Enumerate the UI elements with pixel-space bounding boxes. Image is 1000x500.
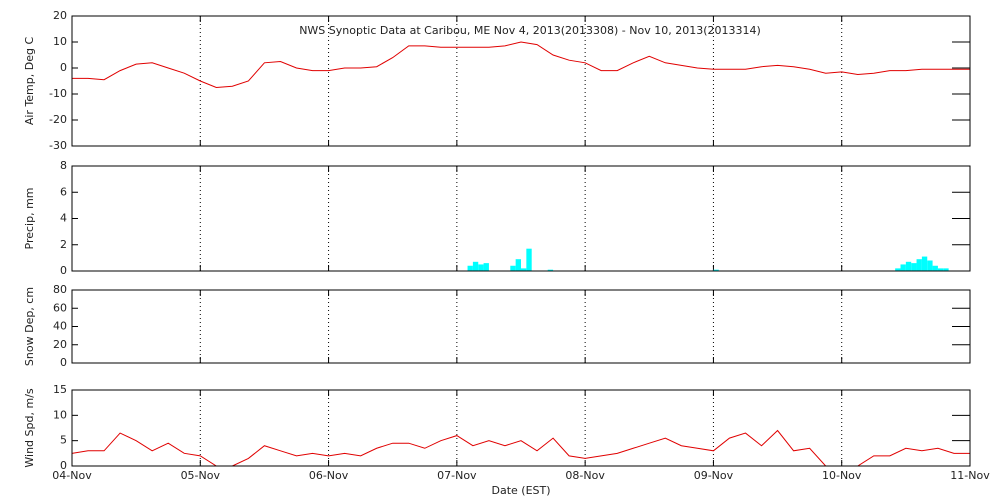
y-tick-label: 4 (60, 212, 67, 225)
y-tick-label: 0 (60, 61, 67, 74)
bar (921, 256, 928, 271)
plot-frame (71, 165, 971, 272)
bar (895, 268, 901, 271)
bar (937, 268, 944, 271)
y-tick-label: 20 (53, 9, 67, 22)
y-axis-label: Precip, mm (23, 188, 36, 250)
y-tick-label: 10 (53, 408, 67, 421)
y-axis-label: Snow Dep, cm (23, 287, 36, 366)
x-tick-label: 05-Nov (181, 469, 221, 482)
bar (521, 268, 527, 271)
bar (905, 261, 912, 271)
y-tick-label: -30 (49, 139, 67, 152)
bar (483, 263, 489, 271)
chart-title: NWS Synoptic Data at Caribou, ME Nov 4, … (299, 24, 761, 37)
y-tick-label: 40 (53, 320, 67, 333)
bar (943, 268, 949, 271)
y-axis-label: Wind Spd, m/s (23, 388, 36, 468)
plot-frame (71, 15, 971, 147)
x-tick-label: 11-Nov (950, 469, 990, 482)
bar (510, 265, 516, 271)
bar (467, 265, 473, 271)
x-tick-label: 06-Nov (309, 469, 349, 482)
y-tick-label: 0 (60, 356, 67, 369)
y-tick-label: 15 (53, 383, 67, 396)
plot-frame (71, 389, 971, 467)
bar (526, 248, 532, 271)
y-tick-label: 2 (60, 238, 67, 251)
y-tick-label: 10 (53, 35, 67, 48)
x-tick-label: 04-Nov (52, 469, 92, 482)
y-axis-label: Air Temp, Deg C (23, 37, 36, 126)
y-tick-label: 20 (53, 338, 67, 351)
x-tick-label: 08-Nov (565, 469, 605, 482)
y-tick-label: 0 (60, 459, 67, 472)
x-tick-label: 07-Nov (437, 469, 477, 482)
bar (515, 259, 521, 271)
data-line (72, 41, 970, 89)
y-tick-label: -10 (49, 87, 67, 100)
y-tick-label: 5 (60, 434, 67, 447)
bar (478, 264, 484, 271)
data-line (71, 429, 970, 467)
bar (927, 260, 933, 271)
bar (547, 269, 554, 271)
bar (472, 261, 479, 271)
bar (900, 264, 906, 271)
y-tick-label: 8 (60, 159, 67, 172)
bar (916, 259, 922, 271)
bar (911, 263, 917, 271)
y-tick-label: 60 (53, 301, 67, 314)
y-tick-label: -20 (49, 113, 67, 126)
x-axis-label: Date (EST) (491, 484, 550, 497)
bar (932, 265, 938, 271)
y-tick-label: 6 (60, 185, 67, 198)
x-tick-label: 09-Nov (694, 469, 734, 482)
x-tick-label: 10-Nov (822, 469, 862, 482)
plot-frame (71, 289, 971, 364)
y-tick-label: 0 (60, 264, 67, 277)
y-tick-label: 80 (53, 283, 67, 296)
bar (713, 269, 719, 271)
